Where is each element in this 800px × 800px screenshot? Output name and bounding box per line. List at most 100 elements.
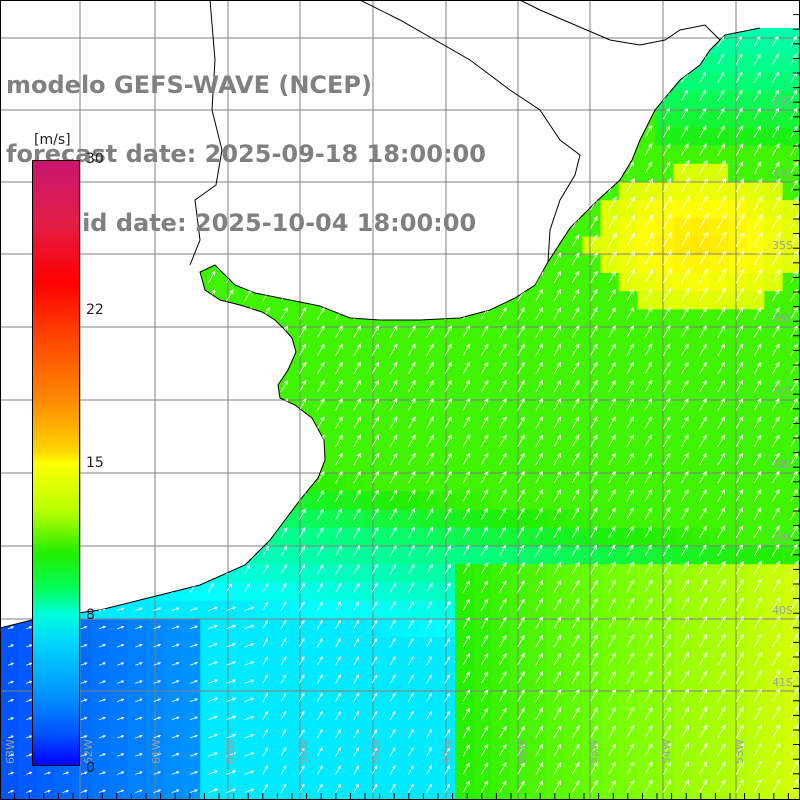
wind-arrow — [462, 28, 471, 29]
wind-arrow — [444, 398, 452, 411]
wind-cell — [527, 72, 547, 92]
wind-cell — [527, 455, 547, 474]
wind-arrow — [626, 544, 634, 557]
wind-cell — [673, 709, 693, 729]
wind-arrow — [244, 770, 255, 775]
wind-cell — [72, 273, 92, 292]
wind-cell — [36, 327, 56, 347]
wind-arrow — [609, 0, 616, 10]
wind-arrow — [262, 379, 270, 393]
wind-arrow — [371, 434, 380, 448]
wind-arrow — [135, 527, 142, 538]
wind-arrow — [772, 161, 780, 175]
wind-arrow — [462, 689, 470, 702]
wind-cell — [200, 527, 219, 547]
wind-cell — [0, 491, 19, 511]
wind-arrow — [226, 452, 234, 466]
wind-cell — [400, 655, 420, 674]
wind-arrow — [44, 343, 52, 357]
wind-arrow — [117, 662, 125, 666]
wind-cell — [509, 182, 529, 201]
wind-cell — [382, 764, 401, 784]
wind-cell — [291, 527, 310, 547]
wind-arrow — [626, 489, 634, 502]
wind-arrow — [263, 0, 270, 10]
wind-cell — [655, 782, 674, 800]
wind-arrow — [608, 307, 616, 320]
wind-arrow — [172, 0, 179, 10]
wind-cell — [564, 782, 583, 800]
wind-cell — [345, 273, 365, 292]
wind-arrow — [499, 106, 507, 120]
wind-arrow — [499, 288, 507, 302]
wind-arrow — [535, 652, 544, 666]
lat-label: 35S — [772, 239, 793, 252]
wind-arrow — [790, 525, 798, 539]
wind-arrow — [499, 197, 507, 211]
wind-cell — [764, 782, 784, 800]
wind-cell — [0, 418, 19, 438]
wind-arrow — [590, 561, 598, 575]
wind-cell — [36, 291, 56, 310]
wind-arrow — [408, 470, 416, 484]
wind-arrow — [135, 564, 141, 575]
wind-arrow — [335, 398, 343, 411]
wind-arrow — [571, 88, 580, 102]
wind-cell — [709, 746, 729, 765]
wind-cell — [473, 309, 492, 329]
wind-cell — [400, 782, 420, 800]
wind-arrow — [426, 343, 434, 357]
wind-cell — [273, 491, 292, 511]
wind-cell — [91, 527, 110, 547]
wind-arrow — [135, 643, 143, 648]
wind-arrow — [644, 525, 652, 539]
wind-cell — [163, 546, 183, 565]
wind-arrow — [171, 490, 179, 502]
wind-cell — [36, 564, 56, 583]
wind-cell — [618, 54, 638, 74]
wind-cell — [418, 527, 438, 547]
wind-arrow — [208, 788, 219, 793]
wind-cell — [673, 400, 693, 420]
wind-arrow — [499, 307, 507, 320]
wind-cell — [455, 691, 474, 711]
wind-arrow — [772, 288, 780, 302]
wind-arrow — [98, 583, 105, 593]
wind-cell — [509, 782, 529, 800]
wind-cell — [345, 673, 365, 693]
wind-arrow — [153, 527, 160, 539]
wind-arrow — [753, 213, 763, 229]
wind-arrow — [717, 779, 726, 793]
wind-cell — [673, 637, 693, 656]
wind-arrow — [462, 434, 471, 448]
wind-cell — [491, 455, 511, 474]
wind-cell — [691, 236, 711, 256]
wind-cell — [582, 72, 602, 92]
wind-arrow — [80, 546, 87, 557]
wind-arrow — [626, 106, 634, 120]
wind-arrow — [280, 526, 288, 538]
wind-cell — [673, 673, 693, 693]
wind-cell — [491, 145, 511, 165]
wind-cell — [564, 455, 583, 474]
wind-arrow — [226, 679, 237, 684]
wind-cell — [109, 273, 128, 292]
wind-cell — [273, 345, 292, 365]
wind-cell — [72, 291, 92, 310]
wind-arrow — [80, 583, 87, 593]
wind-cell — [18, 0, 37, 19]
wind-arrow — [317, 343, 325, 357]
wind-cell — [546, 527, 565, 547]
wind-arrow — [226, 0, 233, 10]
wind-cell — [582, 200, 602, 219]
wind-arrow — [335, 710, 341, 721]
wind-cell — [564, 473, 583, 492]
wind-arrow — [790, 179, 798, 193]
wind-cell — [273, 546, 292, 565]
wind-arrow — [207, 398, 216, 411]
wind-arrow — [116, 583, 123, 593]
wind-cell — [637, 455, 656, 474]
wind-cell — [655, 546, 674, 565]
wind-cell — [637, 163, 656, 183]
wind-arrow — [735, 596, 744, 611]
